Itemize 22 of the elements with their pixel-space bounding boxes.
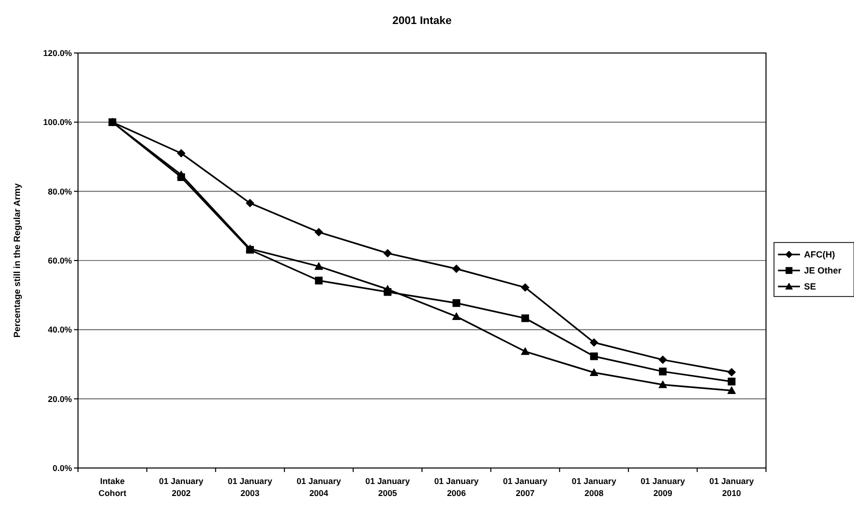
legend-label: SE [804,282,816,292]
y-tick-label: 100.0% [43,117,72,128]
x-tick-label: 01 January 2008 [572,476,616,498]
x-tick-label: 01 January 2005 [365,476,410,498]
y-tick-label: 20.0% [48,394,72,404]
y-tick-label: 120.0% [43,48,72,58]
x-tick-label: 01 January 2004 [296,476,342,498]
y-axis-title: Percentage still in the Regular Army [12,183,22,338]
x-tick-label: 01 January 2009 [640,476,686,498]
y-tick-label: 40.0% [48,324,72,335]
chart-title: 2001 Intake [392,15,452,27]
x-tick-label: 01 January 2010 [709,476,754,498]
legend-label: JE Other [804,266,842,276]
x-tick-label: 01 January 2006 [434,476,479,498]
x-tick-label: 01 January 2007 [502,476,548,498]
x-tick-label: 01 January 2003 [228,476,272,498]
x-tick-label: 01 January 2002 [158,476,204,498]
legend-label: AFC(H) [804,250,835,260]
x-tick-label: Intake Cohort [98,476,126,498]
y-tick-label: 0.0% [52,462,72,473]
y-tick-label: 60.0% [48,255,72,266]
y-tick-label: 80.0% [48,186,72,196]
